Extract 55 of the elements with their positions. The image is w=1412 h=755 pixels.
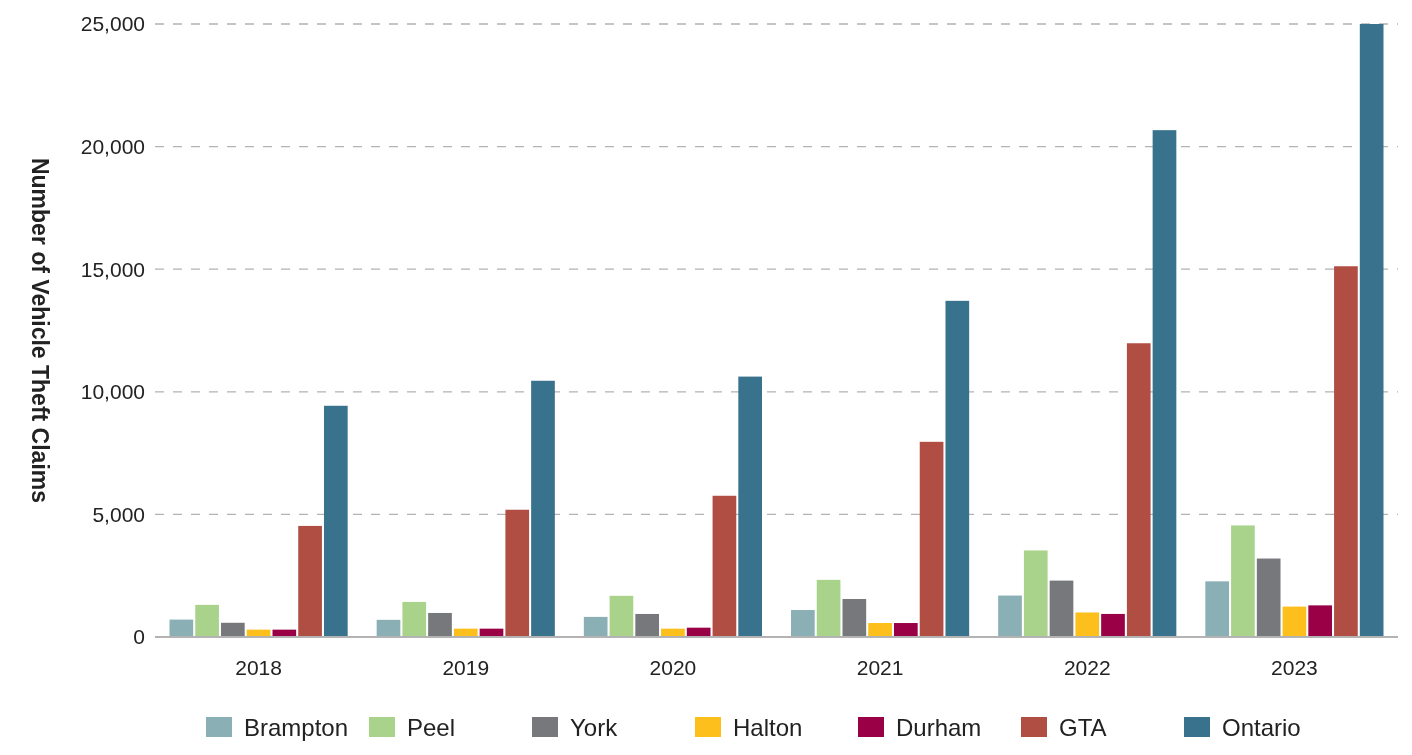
bar [609,595,634,637]
bar [376,619,401,637]
bar [1256,558,1281,637]
bar [1075,612,1100,637]
bar [712,495,737,637]
x-tick-label: 2018 [235,656,282,679]
y-tick-label: 20,000 [80,134,145,158]
bar [1049,580,1074,637]
y-tick-label: 0 [133,625,145,649]
bar [1231,525,1255,637]
bar [1308,605,1333,637]
bar [1152,130,1177,637]
x-tick-label: 2019 [442,656,490,679]
y-tick-label: 25,000 [80,12,145,36]
bar [323,405,348,637]
bar [298,525,322,637]
legend-label: GTA [1059,714,1107,741]
y-tick-label: 10,000 [80,380,145,404]
bar [1023,550,1048,637]
x-tick-label: 2021 [856,656,904,679]
bar [635,613,660,637]
bar [842,598,867,637]
bar [816,579,841,637]
bar [428,612,452,637]
legend-label: Durham [896,714,982,741]
bar [738,376,762,637]
bar [1334,266,1358,637]
bar [195,604,219,637]
bar [531,380,555,637]
legend-label: York [570,714,619,741]
y-axis-title: Number of Vehicle Theft Claims [27,157,53,504]
bar [1126,343,1151,637]
bar [1359,24,1384,637]
bar [893,623,918,637]
x-tick-label: 2020 [649,656,697,679]
legend-label: Ontario [1222,714,1301,741]
bar [791,610,815,637]
bar [1205,581,1230,637]
bar [1282,606,1307,637]
legend-label: Halton [733,714,803,741]
x-tick-label: 2023 [1271,656,1318,679]
bar [945,300,970,637]
bar [220,622,245,637]
legend-label: Brampton [244,714,349,741]
bar [505,509,530,637]
bar [1101,613,1125,637]
y-tick-label: 15,000 [80,257,145,281]
bar [919,441,944,637]
bar [402,601,427,637]
bar [868,623,892,637]
bar [998,595,1022,637]
x-tick-label: 2022 [1063,656,1111,679]
legend-label: Peel [407,714,456,741]
y-tick-label: 5,000 [92,502,145,526]
bar [583,616,608,637]
